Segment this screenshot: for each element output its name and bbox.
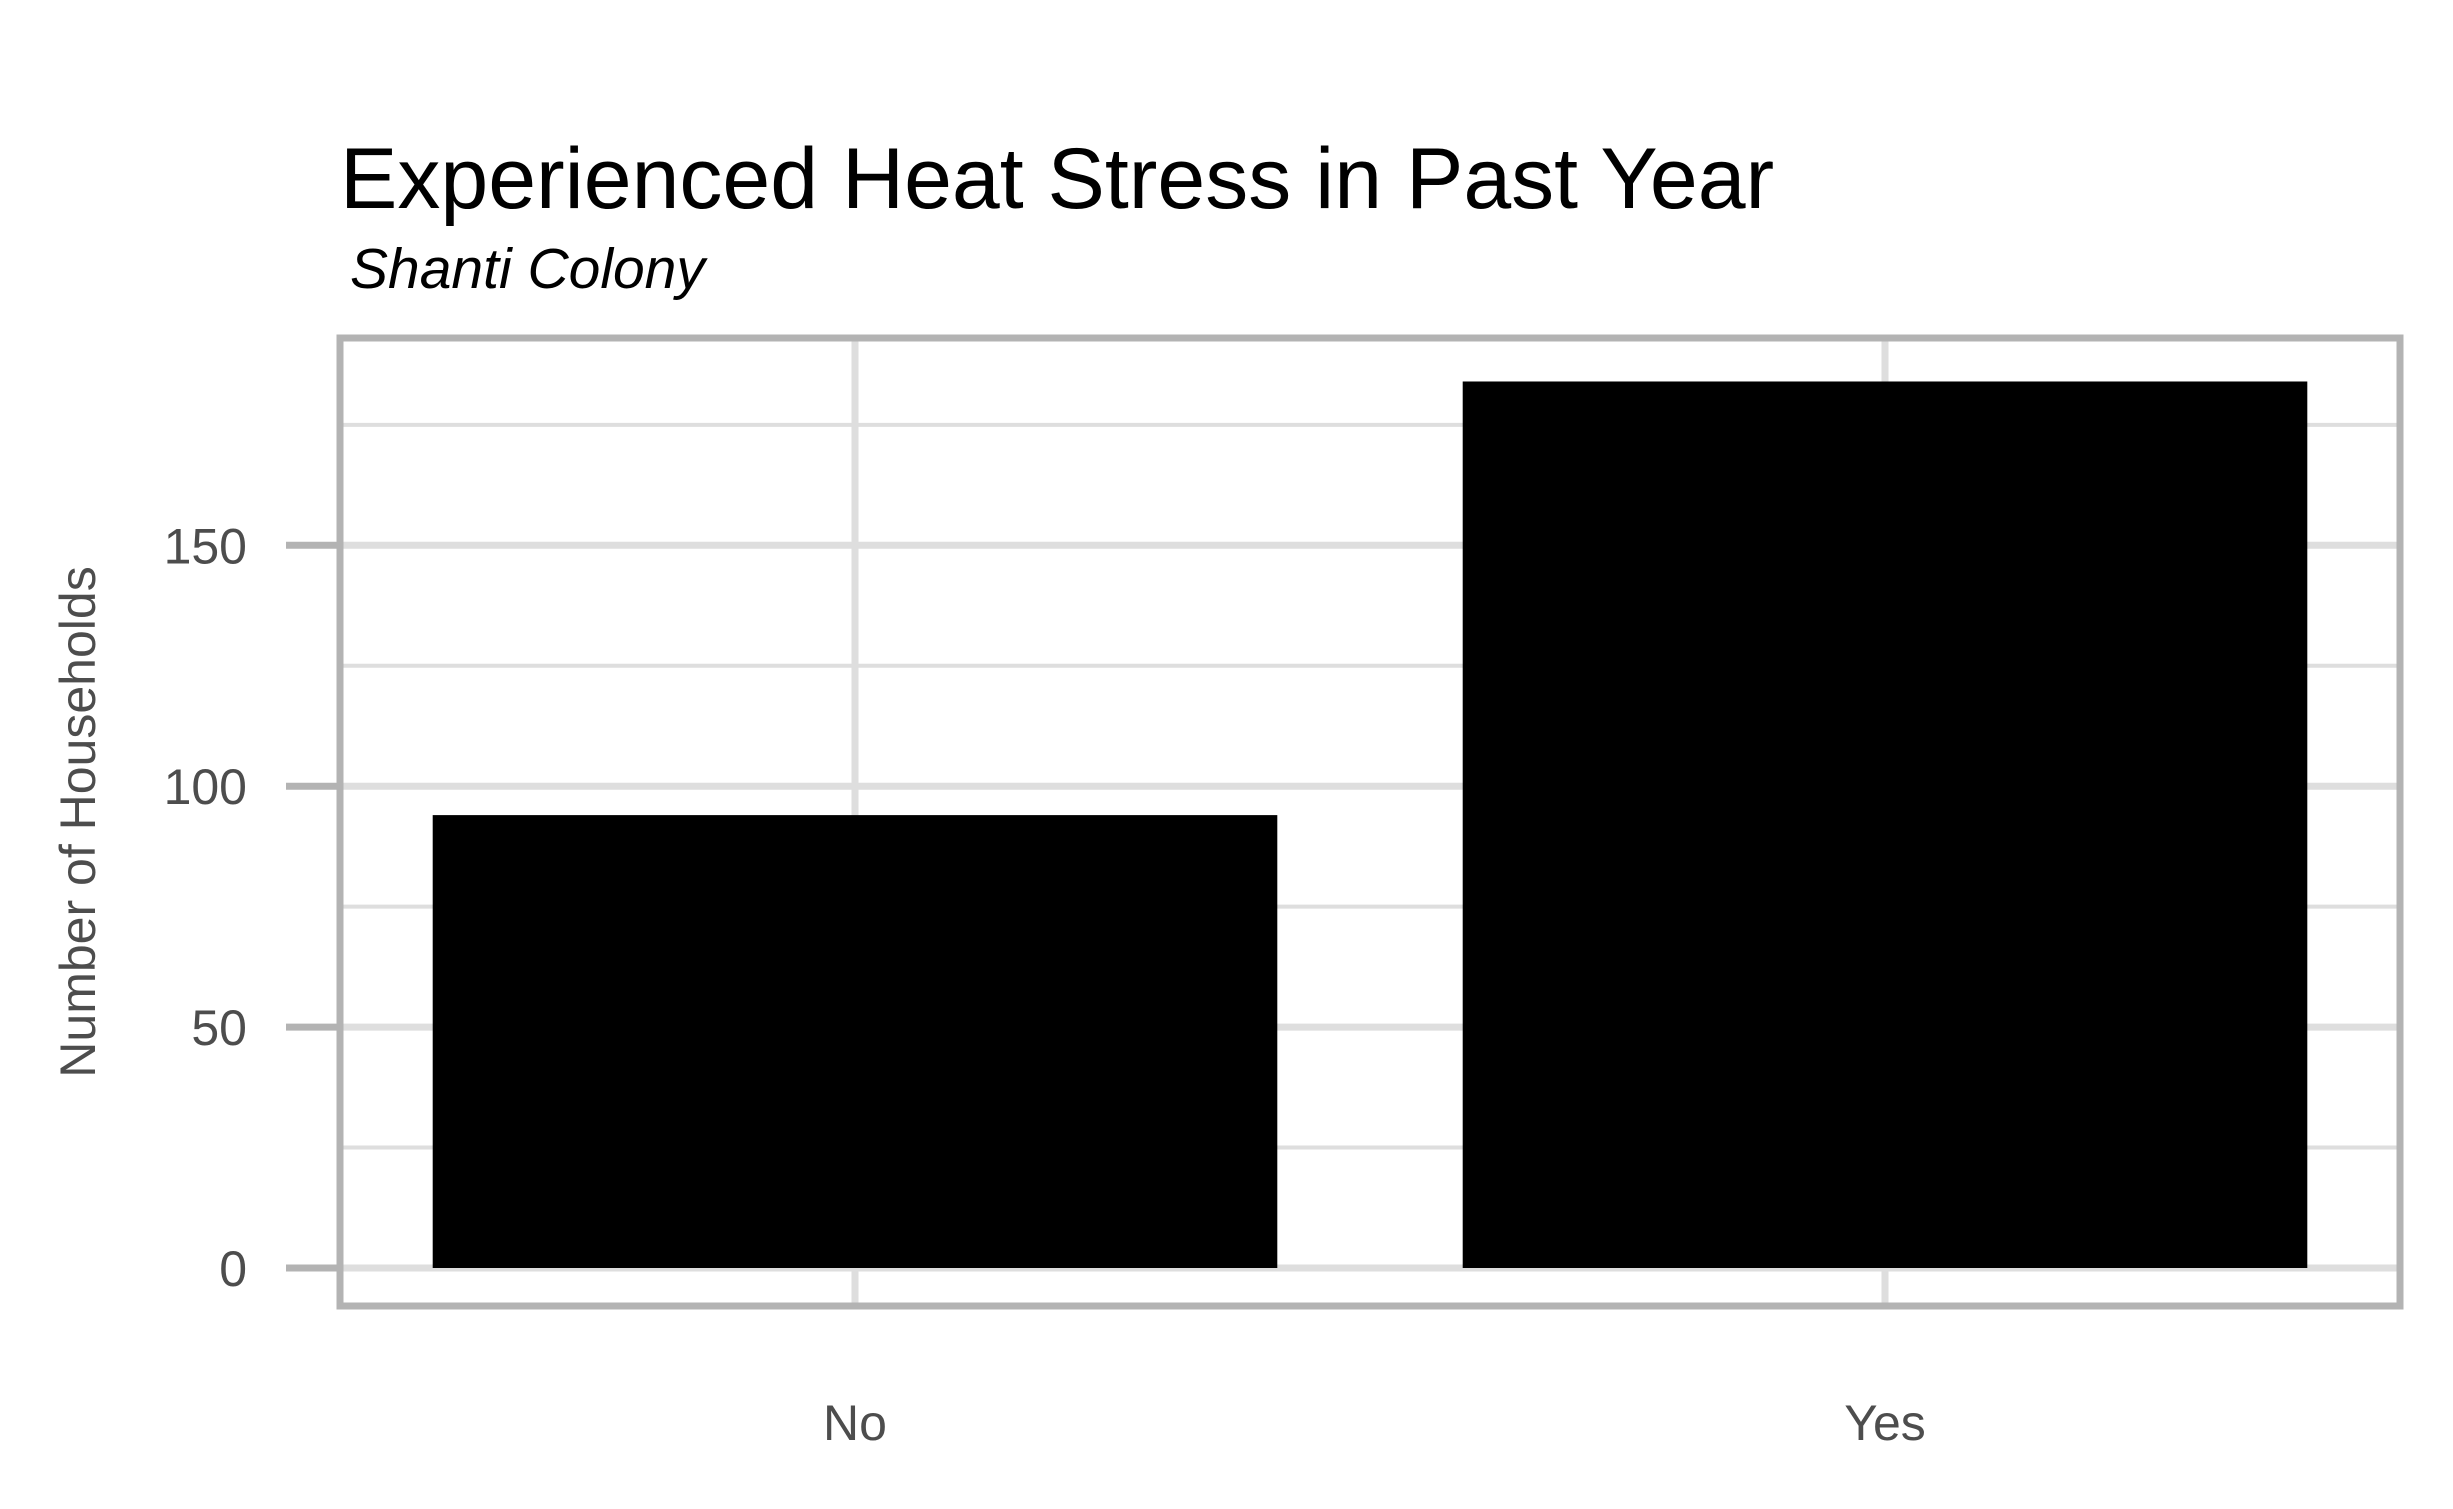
y-tick-label: 100: [164, 759, 247, 815]
plot-panel-border: [336, 334, 2404, 1310]
bars: [432, 381, 2308, 1268]
chart-title: Experienced Heat Stress in Past Year: [340, 131, 1774, 227]
y-tick-label: 50: [191, 1000, 247, 1056]
bar-no: [432, 815, 1278, 1268]
y-axis-title: Number of Households: [50, 566, 106, 1077]
bar-yes: [1462, 381, 2308, 1268]
x-axis-ticks: No Yes: [823, 1395, 1926, 1451]
y-tick-label: 150: [164, 518, 247, 574]
chart-subtitle: Shanti Colony: [350, 237, 708, 301]
y-tick-label: 0: [219, 1241, 247, 1297]
x-tick-label: Yes: [1844, 1395, 1926, 1451]
x-tick-label: No: [823, 1395, 887, 1451]
y-axis-ticks: 0 50 100 150: [164, 518, 340, 1297]
